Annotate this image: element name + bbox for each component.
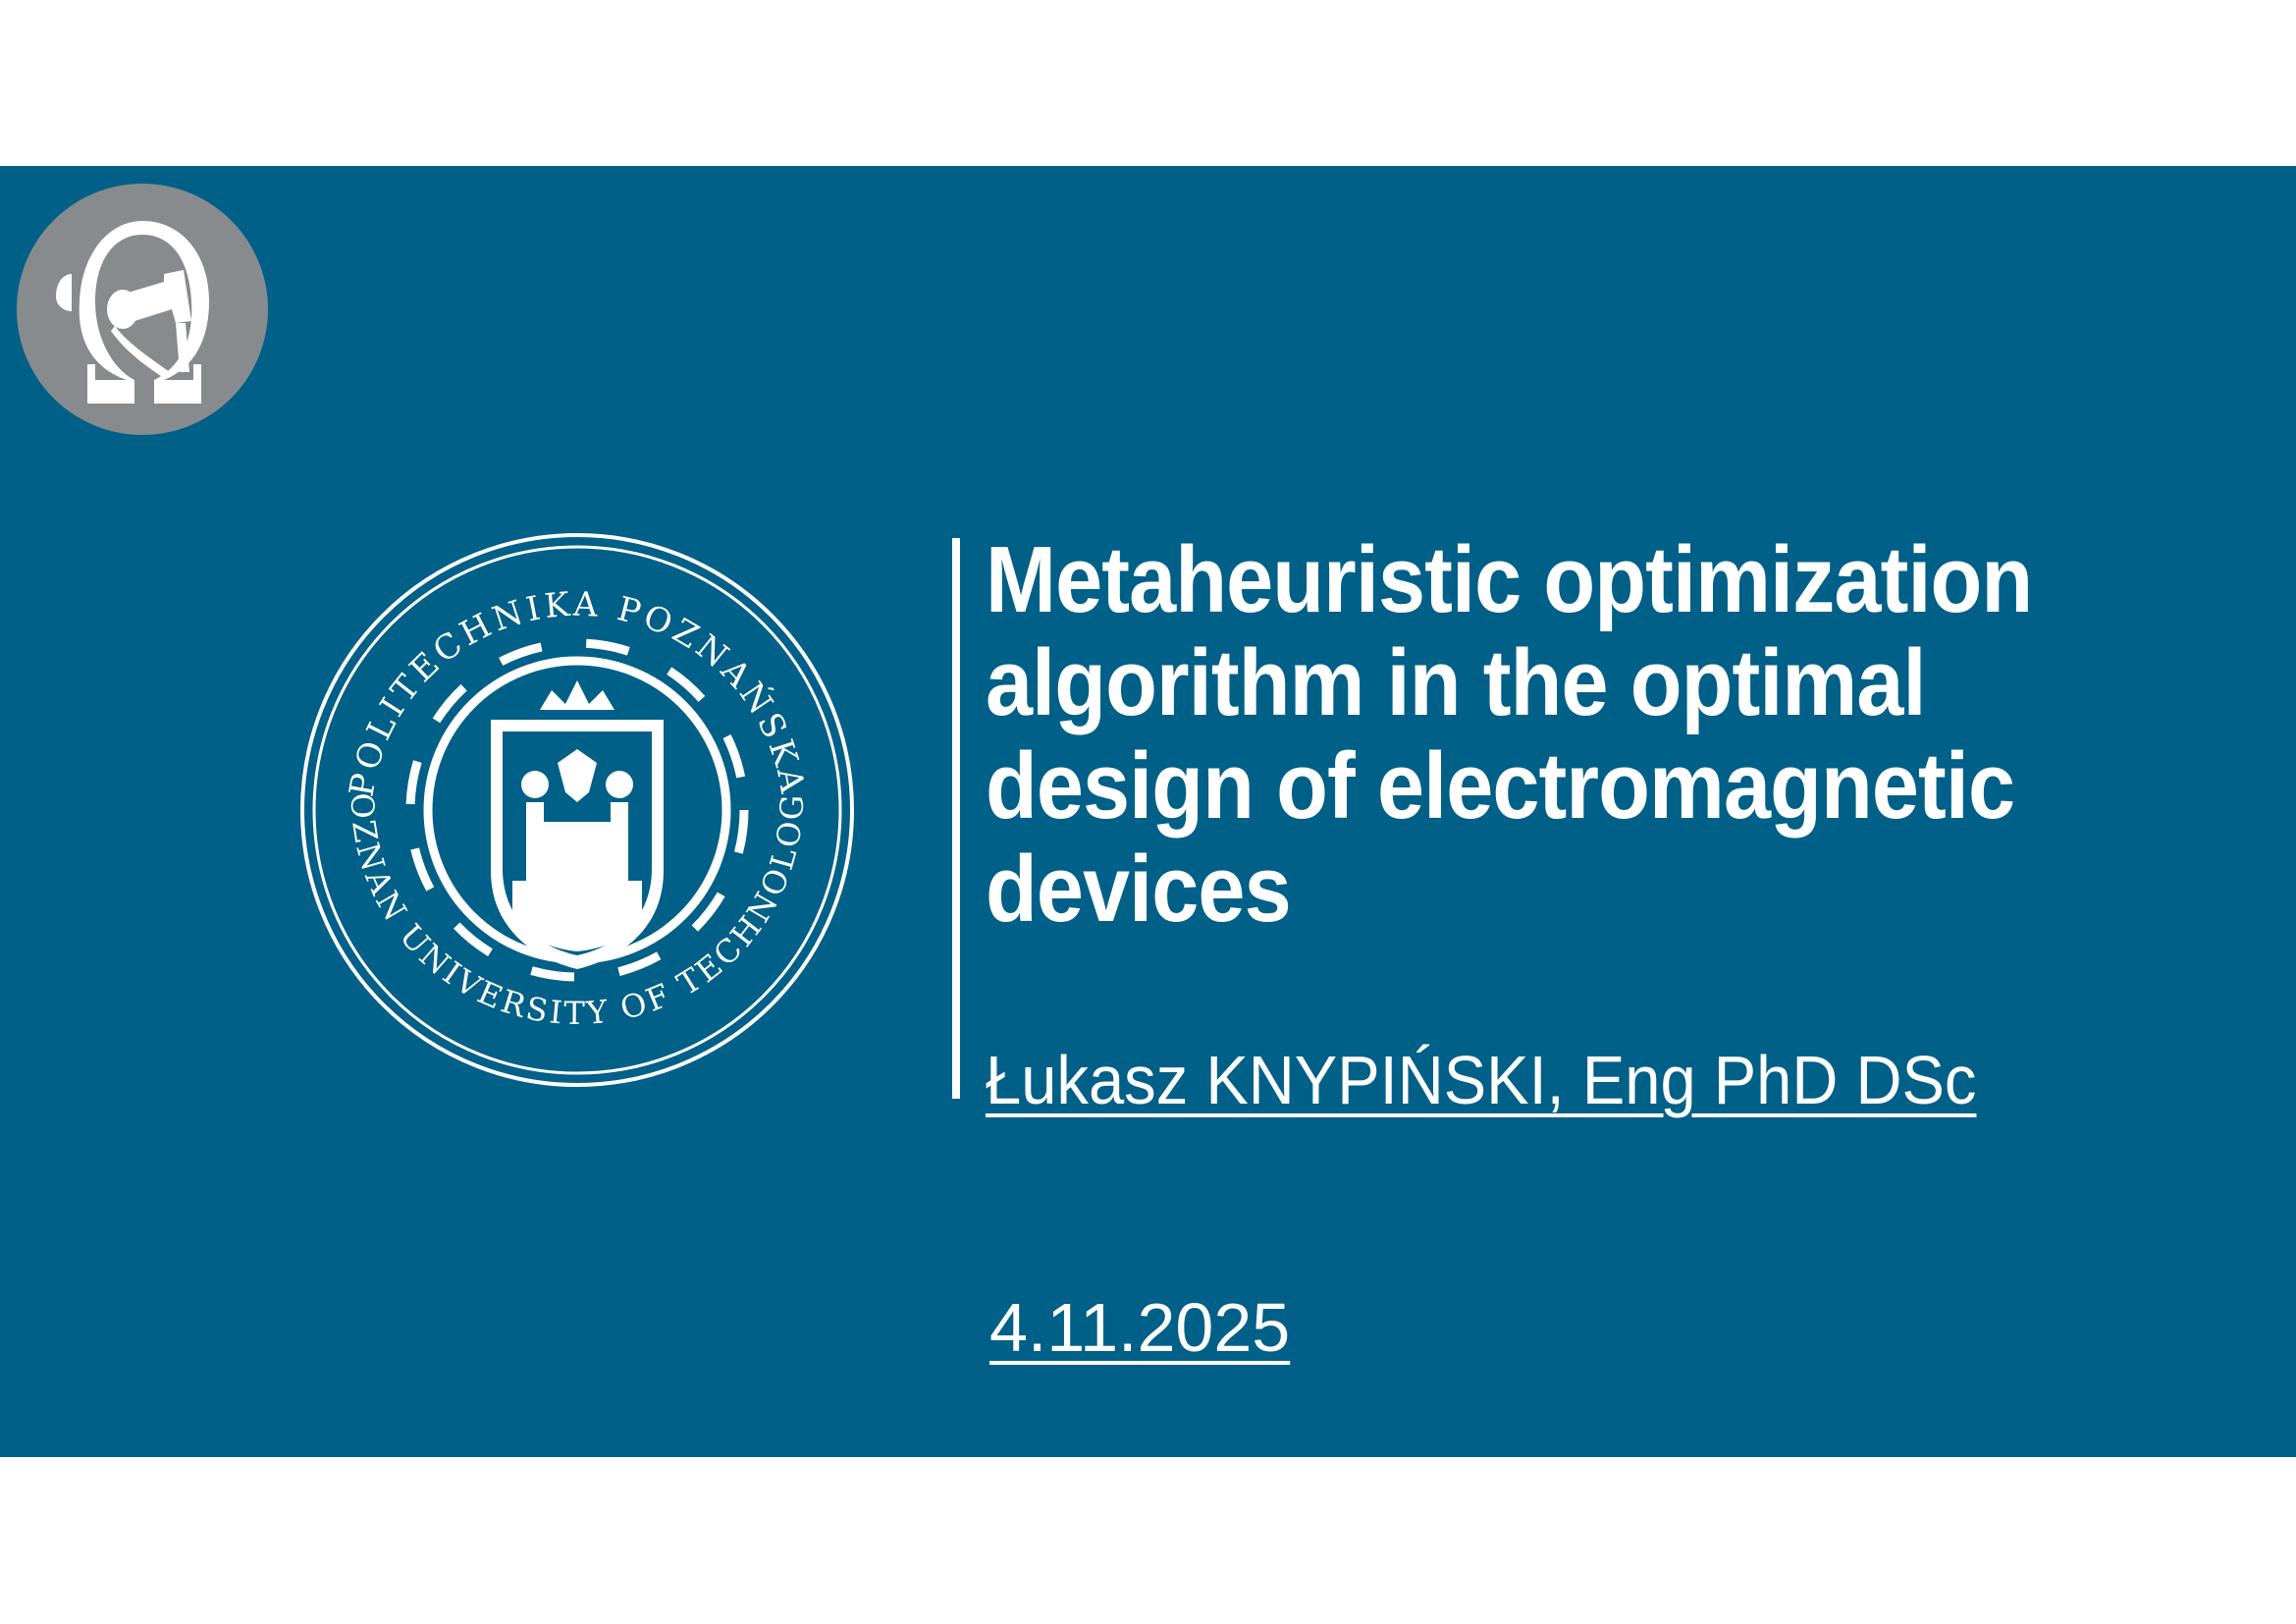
title-line: design of electromagnetic: [986, 733, 2015, 839]
crown-icon: [540, 680, 614, 710]
title-line: Metaheuristic optimization: [986, 527, 2033, 632]
title-line: algorithm in the optimal: [986, 630, 1927, 735]
title-divider: [952, 538, 960, 1099]
slide-title: Metaheuristic optimization algorithm in …: [986, 528, 2161, 941]
title-band: [0, 166, 2296, 1457]
author-link[interactable]: Łukasz KNYPIŃSKI, Eng PhD DSc: [986, 1042, 1977, 1118]
title-line: devices: [986, 837, 1292, 942]
university-seal: POLITECHNIKA POZNAŃSKA POZNAN UNIVERSITY…: [294, 527, 854, 1087]
omega-robot-arm-icon: [17, 184, 268, 435]
date-link[interactable]: 4.11.2025: [989, 1289, 1291, 1366]
